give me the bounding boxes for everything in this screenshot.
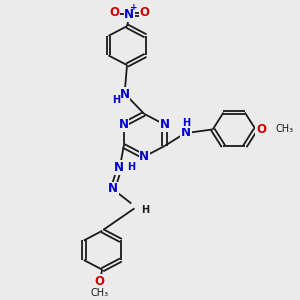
- Text: H: H: [141, 205, 149, 215]
- Text: N: N: [119, 118, 129, 131]
- Text: N: N: [139, 150, 149, 163]
- Text: O: O: [256, 123, 266, 136]
- Text: N: N: [113, 161, 123, 174]
- Text: O: O: [139, 6, 149, 19]
- Text: +: +: [130, 3, 137, 12]
- Text: N: N: [120, 88, 130, 101]
- Text: CH₃: CH₃: [276, 124, 294, 134]
- Text: N: N: [108, 182, 118, 195]
- Text: H: H: [182, 118, 190, 128]
- Text: H: H: [127, 162, 135, 172]
- Text: N: N: [124, 8, 134, 21]
- Text: O: O: [94, 275, 104, 288]
- Text: N: N: [181, 126, 191, 139]
- Text: H: H: [112, 95, 120, 105]
- Text: O: O: [109, 6, 119, 19]
- Text: CH₃: CH₃: [90, 288, 108, 298]
- Text: N: N: [160, 118, 170, 131]
